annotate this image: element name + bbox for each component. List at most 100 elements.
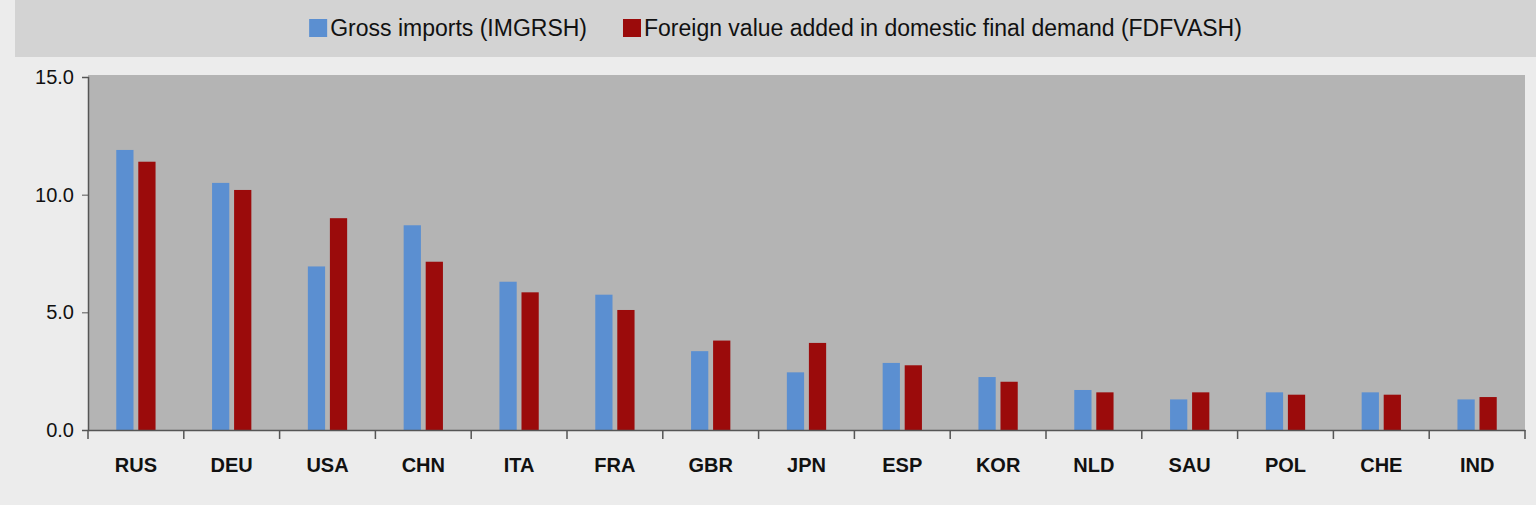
x-tick-label: JPN	[787, 454, 826, 476]
y-tick-mark	[82, 77, 88, 78]
y-tick-mark	[82, 312, 88, 313]
x-tick: CHE	[1360, 430, 1402, 476]
bar	[978, 377, 995, 430]
bar	[1362, 392, 1379, 430]
legend-label: Foreign value added in domestic final de…	[644, 15, 1242, 41]
bar	[905, 365, 922, 430]
y-tick: 0.0	[46, 419, 88, 441]
category-divider	[1237, 430, 1239, 439]
x-axis-line	[89, 430, 1526, 432]
x-tick: USA	[306, 430, 348, 476]
x-tick: ITA	[504, 430, 535, 476]
legend: Gross imports (IMGRSH) Foreign value adde…	[309, 15, 1242, 41]
category-divider	[1524, 430, 1526, 439]
category-divider	[375, 430, 377, 439]
x-tick-label: POL	[1265, 454, 1306, 476]
bar	[426, 262, 443, 430]
x-tick: IND	[1460, 430, 1494, 476]
y-tick: 10.0	[35, 184, 88, 206]
legend-label: Gross imports (IMGRSH)	[330, 15, 587, 41]
x-tick-label: DEU	[211, 454, 253, 476]
x-tick: ESP	[882, 430, 922, 476]
bar	[713, 341, 730, 430]
bar	[1192, 392, 1209, 430]
legend-swatch	[623, 19, 641, 37]
bar	[404, 225, 421, 430]
y-tick-label: 5.0	[46, 301, 74, 323]
legend-item: Gross imports (IMGRSH)	[309, 15, 587, 41]
x-tick: CHN	[402, 430, 445, 476]
bar	[617, 310, 634, 430]
x-tick: DEU	[211, 430, 253, 476]
x-tick-label: ESP	[882, 454, 922, 476]
category-divider	[1141, 430, 1143, 439]
category-dividers	[88, 430, 1525, 439]
x-tick-label: IND	[1460, 454, 1494, 476]
bar	[1266, 392, 1283, 430]
bar	[308, 266, 325, 430]
category-divider	[758, 430, 760, 439]
category-divider	[183, 430, 185, 439]
y-tick-mark	[82, 430, 88, 431]
category-divider	[662, 430, 664, 439]
y-tick-mark	[82, 195, 88, 196]
bar	[330, 218, 347, 430]
bar	[1170, 399, 1187, 430]
bar	[691, 351, 708, 430]
category-divider	[1333, 430, 1335, 439]
legend-swatch	[309, 19, 327, 37]
bar	[499, 282, 516, 430]
legend-item: Foreign value added in domestic final de…	[623, 15, 1242, 41]
category-divider	[949, 430, 951, 439]
category-divider	[566, 430, 568, 439]
bar	[1288, 395, 1305, 430]
y-axis-line	[82, 78, 89, 431]
y-tick: 15.0	[35, 66, 88, 88]
x-tick-label: USA	[306, 454, 348, 476]
x-tick-label: GBR	[688, 454, 733, 476]
category-divider	[470, 430, 472, 439]
bar	[787, 372, 804, 430]
x-tick: KOR	[976, 430, 1021, 476]
bar	[212, 183, 229, 430]
category-divider	[1428, 430, 1430, 439]
x-tick-label: ITA	[504, 454, 535, 476]
bar	[1384, 395, 1401, 430]
bar	[595, 295, 612, 430]
y-tick: 5.0	[46, 301, 88, 323]
x-axis: RUS DEU USA CHN ITA FRA GBR JPN ESP KOR NLD SAU POL C…	[89, 430, 1526, 476]
bar	[883, 363, 900, 430]
y-tick-label: 15.0	[35, 66, 74, 88]
x-tick-label: FRA	[594, 454, 635, 476]
category-divider	[87, 430, 89, 439]
category-divider	[854, 430, 856, 439]
y-tick-label: 10.0	[35, 184, 74, 206]
x-tick-label: NLD	[1073, 454, 1114, 476]
x-tick-label: CHE	[1360, 454, 1402, 476]
x-tick-label: RUS	[115, 454, 157, 476]
x-tick: SAU	[1169, 430, 1211, 476]
bar	[1074, 390, 1091, 430]
x-tick-label: CHN	[402, 454, 445, 476]
bar	[116, 150, 133, 430]
x-tick: FRA	[594, 430, 635, 476]
bars	[116, 150, 1496, 430]
x-tick-label: SAU	[1169, 454, 1211, 476]
bar	[1000, 382, 1017, 430]
bar	[1457, 399, 1474, 430]
bar	[138, 162, 155, 430]
bar	[1096, 392, 1113, 430]
x-tick: JPN	[787, 430, 826, 476]
legend-background	[15, 0, 1536, 57]
x-tick-label: KOR	[976, 454, 1021, 476]
plot-background	[88, 75, 1525, 430]
bar	[1479, 397, 1496, 430]
y-tick-label: 0.0	[46, 419, 74, 441]
x-tick: POL	[1265, 430, 1306, 476]
x-tick: RUS	[115, 430, 157, 476]
x-tick: NLD	[1073, 430, 1114, 476]
y-axis: 0.0 5.0 10.0 15.0	[35, 66, 88, 441]
bar	[521, 292, 538, 430]
bar	[234, 190, 251, 430]
bar	[809, 343, 826, 430]
